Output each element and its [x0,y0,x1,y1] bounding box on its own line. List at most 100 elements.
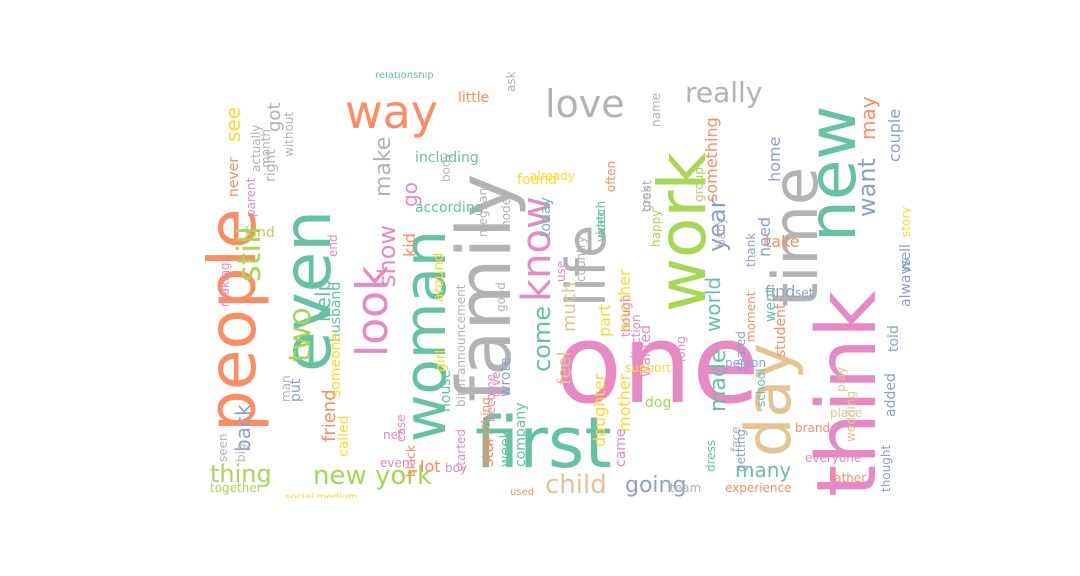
word-work: work [644,152,721,312]
word-used: used [510,487,534,498]
word-help: help [311,279,335,322]
word-mother: mother [615,373,634,432]
word-want: want [853,158,881,217]
word-part: part [595,304,614,337]
word-student: student [773,303,789,357]
word-good: good [494,282,508,312]
word-little: little [458,90,489,106]
word-child: child [545,470,607,498]
word-see: see [221,107,245,142]
word-black: black [404,445,418,477]
word-still: still [230,226,268,282]
word-thank: thank [744,233,758,267]
word-case: case [394,414,408,442]
word-even: even [269,210,346,372]
word-shared: shared [734,331,748,372]
word-place: place [830,406,862,420]
word-people: people [205,208,271,432]
word-well: well [898,244,911,272]
word-year: year [703,198,731,252]
word-today: today [538,197,554,237]
word-support: support [625,361,671,375]
word-play: play [834,367,848,392]
word-company: company [513,402,529,467]
word-model: model [499,195,513,232]
word-man: man [279,375,293,402]
word-long: long [674,336,688,362]
word-already: already [530,169,575,183]
word-first: first [475,402,612,484]
word-two: two [283,307,318,362]
word-experience: experience [725,481,792,495]
word-group: group [692,167,706,202]
word-called: called [336,415,352,457]
word-person: person [725,356,766,370]
word-birth-announcement: birth announcement [454,284,468,407]
word-big: big [234,443,248,462]
word-started: started [454,429,468,472]
word-going: going [625,473,686,498]
word-parent: parent [244,177,258,217]
word-dress: dress [704,440,718,472]
word-look: look [347,265,398,357]
word-house: house [438,370,454,412]
word-took: took [639,186,653,212]
word-found: found [517,172,557,188]
word-friend: friend [319,389,340,442]
word-everything: everything [479,397,493,462]
word-wanted: wanted [638,325,654,377]
word-made: made [706,350,731,412]
word-someone: someone [328,333,344,397]
word-life: life [555,225,618,307]
word-think: think [800,290,895,497]
word-according: according [415,200,484,216]
word-back: back [231,404,255,452]
word-star: star [478,436,497,467]
word-kid: kid [400,233,419,257]
word-may: may [856,96,880,140]
word-social-medium: social medium [285,492,358,498]
word-collection: collection [629,314,643,372]
word-father: father [830,471,866,485]
word-brand: brand [795,421,830,435]
word-much: much [559,282,580,332]
word-kind: kind [245,225,275,241]
word-wedding: wedding [844,391,858,442]
word-day: day [732,343,805,457]
word-relationship: relationship [375,72,434,81]
word-everyone: everyone [805,451,861,465]
word-end: end [326,234,340,257]
word-boy: boy [445,461,467,475]
word-many: many [735,458,791,482]
word-go: go [398,182,422,207]
word-another: another [615,269,634,332]
word-wrote: wrote [498,357,514,397]
word-face: face [729,426,743,452]
word-set: set [795,286,814,300]
word-seen: seen [216,433,230,462]
word-name: name [649,93,663,127]
word-daughter: daughter [590,373,609,447]
word-woman: woman [391,230,459,442]
word-video: video [594,209,608,242]
word-including: including [415,150,479,166]
word-net: net [383,428,403,442]
word-getting: getting [734,429,748,472]
word-actually: actually [249,125,263,172]
word-way: way [345,85,438,139]
word-show: show [373,225,401,287]
word-body: body [439,152,453,182]
word-meghan: meghan [476,188,490,237]
word-husband: husband [328,282,344,342]
word-family: family [442,174,528,402]
word-went: went [763,287,779,322]
word-baby: baby [714,217,728,247]
word-cloud: people even way family woman one first life work… [205,72,911,498]
word-happy: happy [649,210,663,247]
word-came: came [613,428,629,467]
word-find: find [765,282,795,301]
word-around: around [431,253,447,302]
word-dog: dog [645,395,671,411]
word-month: month [259,129,273,168]
